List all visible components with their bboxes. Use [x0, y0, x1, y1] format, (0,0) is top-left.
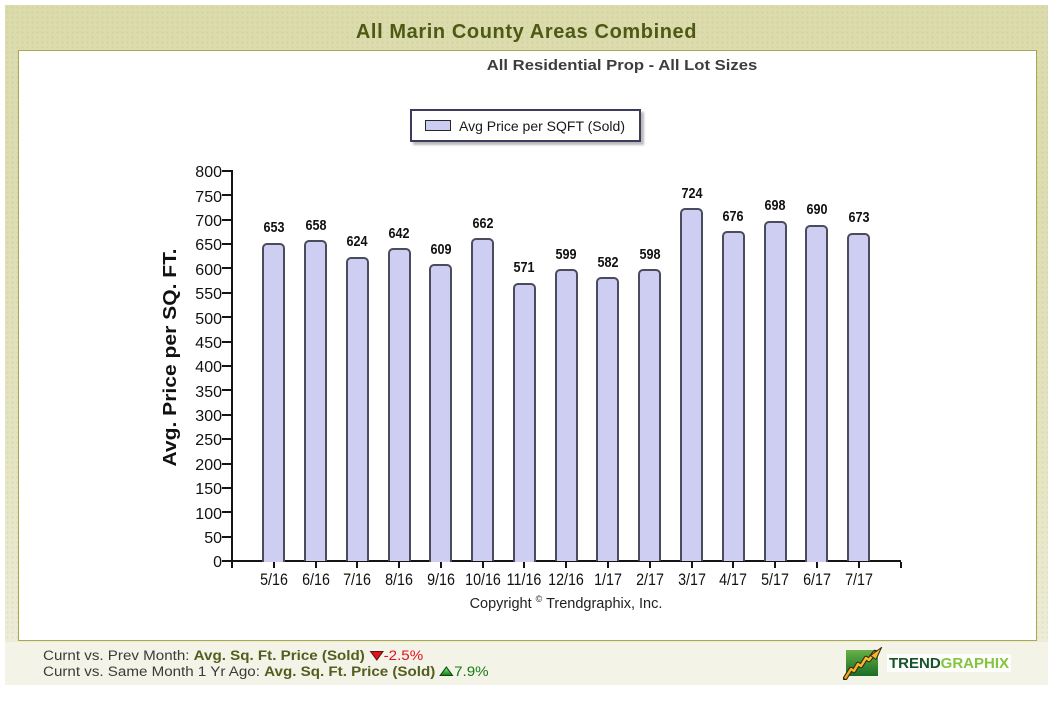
svg-text:TRENDGRAPHIX: TRENDGRAPHIX: [889, 655, 1009, 672]
